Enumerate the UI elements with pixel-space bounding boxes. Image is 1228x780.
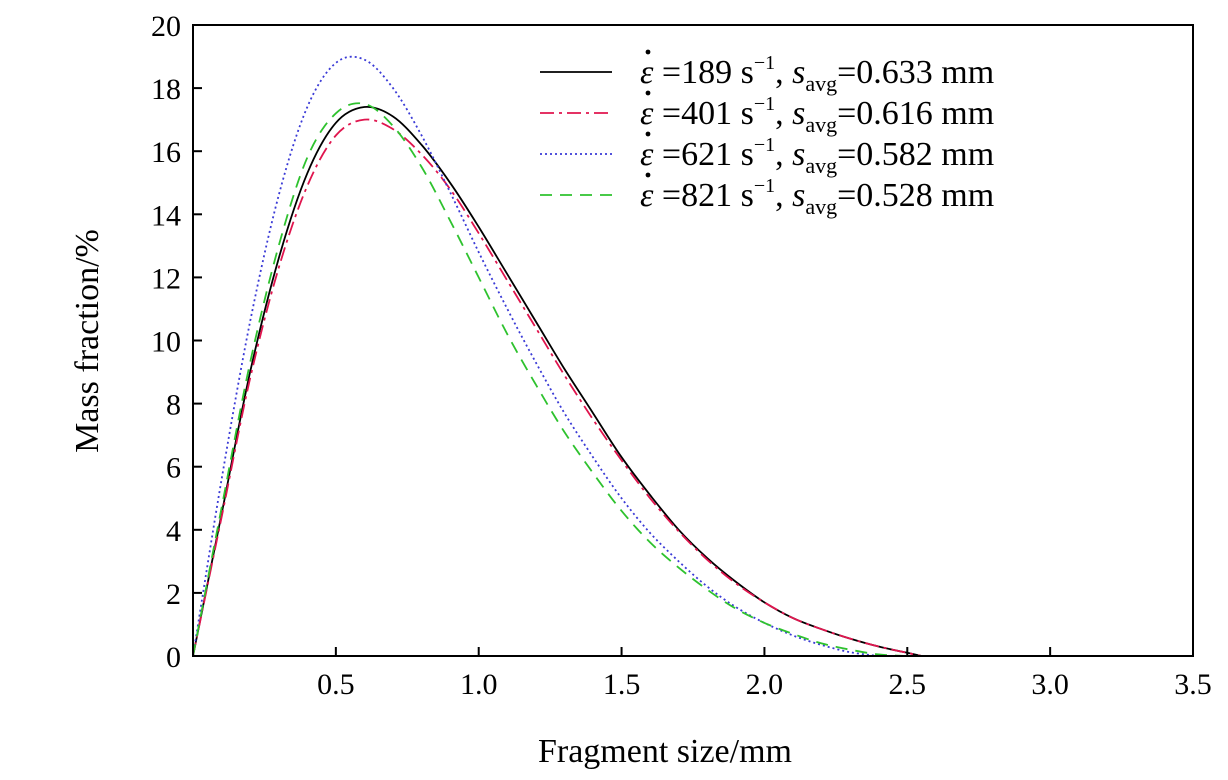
y-tick-label: 0 bbox=[166, 641, 181, 674]
legend-entry-401: ε =401 s−1, savg=0.616 mm bbox=[640, 93, 994, 137]
legend-entry-189: ε =189 s−1, savg=0.633 mm bbox=[640, 52, 994, 96]
epsilon-dot-accent bbox=[645, 172, 651, 178]
epsilon-dot-accent bbox=[645, 49, 651, 55]
y-tick-label: 16 bbox=[151, 136, 181, 169]
y-tick-label: 12 bbox=[151, 262, 181, 295]
epsilon-dot-accent bbox=[645, 90, 651, 96]
y-tick-label: 2 bbox=[166, 578, 181, 611]
y-tick-label: 20 bbox=[151, 10, 181, 43]
legend-entry-821: ε =821 s−1, savg=0.528 mm bbox=[640, 175, 994, 219]
epsilon-dot-accent bbox=[645, 131, 651, 137]
x-tick-label: 1.0 bbox=[460, 668, 498, 701]
x-tick-label: 3.0 bbox=[1031, 668, 1069, 701]
y-tick-label: 4 bbox=[166, 515, 181, 548]
x-tick-label: 0.5 bbox=[317, 668, 355, 701]
legend: ε =189 s−1, savg=0.633 mmε =401 s−1, sav… bbox=[540, 49, 994, 219]
series-line-189 bbox=[192, 105, 922, 657]
series-line-821 bbox=[192, 102, 908, 657]
y-tick-label: 8 bbox=[166, 389, 181, 422]
y-tick-label: 14 bbox=[151, 199, 181, 232]
y-tick-label: 10 bbox=[151, 326, 181, 359]
axis-ticks: 0 2 4 6 8 10 12 14 16 18 20 0.5 1.0 1.5 2.0 2.5 3.0 3.5 bbox=[151, 10, 1212, 701]
plot-area bbox=[192, 55, 922, 657]
legend-entry-621: ε =621 s−1, savg=0.582 mm bbox=[640, 134, 994, 178]
x-tick-label: 1.5 bbox=[603, 668, 641, 701]
y-axis-label: Mass fraction/% bbox=[69, 229, 106, 453]
y-tick-label: 6 bbox=[166, 452, 181, 485]
x-tick-label: 2.0 bbox=[746, 668, 784, 701]
series-line-401 bbox=[192, 118, 922, 657]
x-tick-label: 2.5 bbox=[889, 668, 927, 701]
y-tick-label: 18 bbox=[151, 73, 181, 106]
x-axis-label: Fragment size/mm bbox=[538, 733, 792, 770]
x-tick-label: 3.5 bbox=[1174, 668, 1212, 701]
